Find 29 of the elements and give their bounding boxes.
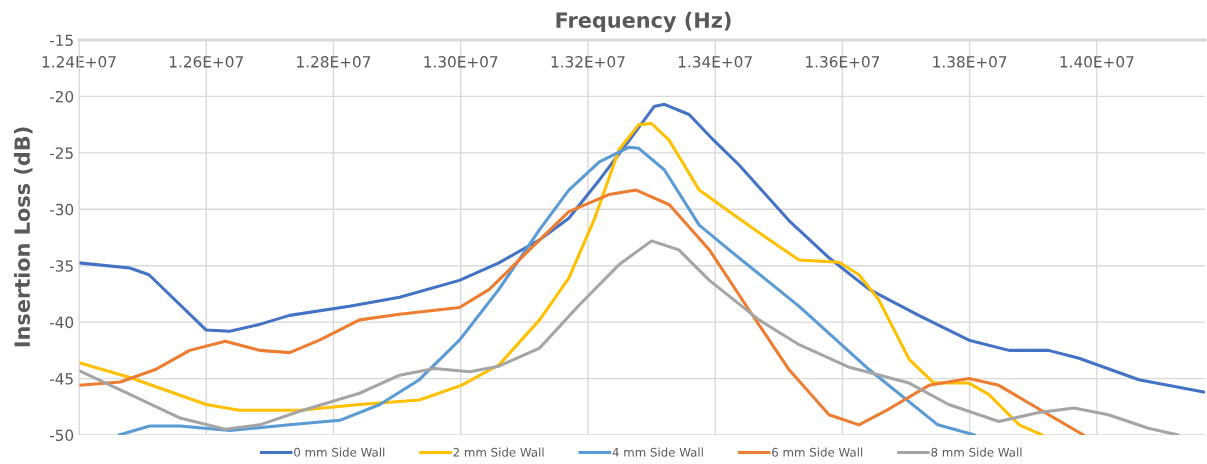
line-series <box>117 145 977 435</box>
legend-label: 2 mm Side Wall <box>453 447 544 457</box>
y-tick-label: -30 <box>49 203 74 216</box>
y-tick-label: -45 <box>49 373 73 385</box>
x-tick-label: 1.28E+07 <box>297 56 371 68</box>
x-tick-label: 1.40E+07 <box>1060 56 1134 68</box>
legend-label: 0 mm Side Wall <box>294 447 385 457</box>
y-tick-label: -20 <box>49 90 74 103</box>
chart-title: Frequency (Hz) <box>556 11 731 33</box>
y-tick-label: -35 <box>49 260 73 272</box>
x-tick-label: 1.36E+07 <box>806 56 880 68</box>
line-series <box>79 239 1180 435</box>
x-tick-label: 1.34E+07 <box>678 56 752 68</box>
y-tick-label: -15 <box>49 34 73 47</box>
x-tick-label: 1.26E+07 <box>169 56 243 68</box>
legend-label: 4 mm Side Wall <box>612 447 703 457</box>
legend-label: 8 mm Side Wall <box>931 447 1022 457</box>
x-tick-label: 1.30E+07 <box>424 56 498 68</box>
y-tick-label: -40 <box>49 316 74 329</box>
y-axis-title: Insertion Loss (dB) <box>13 127 33 347</box>
legend-label: 6 mm Side Wall <box>772 447 863 457</box>
line-series <box>79 102 1205 394</box>
line-series <box>79 121 1044 435</box>
x-tick-label: 1.38E+07 <box>933 56 1007 68</box>
x-tick-label: 1.24E+07 <box>42 56 116 68</box>
y-tick-label: -25 <box>49 147 73 159</box>
y-tick-label: -50 <box>49 429 74 442</box>
line-series <box>79 188 1086 435</box>
x-tick-label: 1.32E+07 <box>551 56 625 68</box>
